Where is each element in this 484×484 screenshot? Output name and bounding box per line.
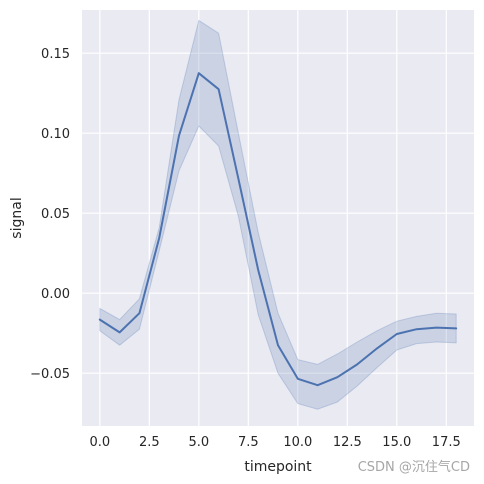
series-line [98, 72, 458, 387]
x-tick-label: 12.5 [333, 435, 362, 450]
series-line-layer [98, 72, 458, 387]
confidence-band [99, 19, 457, 410]
x-tick-label: 7.5 [238, 435, 259, 450]
y-tick-label: 0.15 [41, 47, 70, 62]
x-tick-label: 15.0 [382, 435, 411, 450]
x-tick-label: 5.0 [188, 435, 209, 450]
y-tick-label: −0.05 [30, 367, 70, 382]
y-tick-label: 0.10 [41, 127, 70, 142]
plot-background [82, 10, 474, 426]
y-tick-label: 0.00 [41, 287, 70, 302]
confidence-band-layer [99, 19, 457, 410]
x-tick-label: 0.0 [89, 435, 110, 450]
y-tick-labels: −0.05 0.00 0.05 0.10 0.15 [30, 47, 70, 382]
x-tick-label: 10.0 [283, 435, 312, 450]
y-axis-label: signal [9, 197, 25, 238]
x-tick-label: 17.5 [432, 435, 461, 450]
watermark: CSDN @沉住气CD [358, 459, 470, 475]
x-tick-labels: 0.0 2.5 5.0 7.5 10.0 12.5 15.0 17.5 [89, 435, 460, 450]
x-axis-label: timepoint [244, 459, 312, 475]
grid-lines [82, 10, 474, 426]
y-tick-label: 0.05 [41, 207, 70, 222]
x-tick-label: 2.5 [139, 435, 160, 450]
